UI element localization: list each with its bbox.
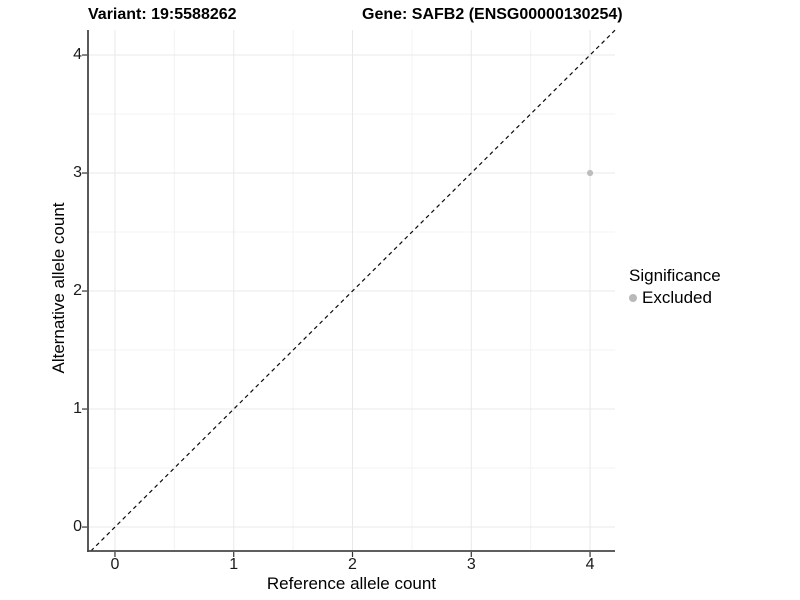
y-tick-label: 0 <box>73 518 82 536</box>
legend-point-icon <box>629 294 637 302</box>
x-tick-label: 0 <box>110 556 120 573</box>
data-point <box>586 169 594 177</box>
legend-item-label: Excluded <box>642 288 712 307</box>
y-tick-label: 3 <box>73 164 82 182</box>
x-tick-label: 2 <box>348 556 357 573</box>
legend-title: Significance <box>629 266 721 285</box>
y-tick-label: 4 <box>73 46 82 64</box>
plot-title-gene: Gene: SAFB2 (ENSG00000130254) <box>362 6 623 23</box>
legend: Significance Excluded <box>629 265 721 308</box>
plot-title-variant: Variant: 19:5588262 <box>88 6 237 23</box>
x-axis-title: Reference allele count <box>266 574 437 593</box>
y-axis-title: Alternative allele count <box>49 202 68 374</box>
x-tick-label: 1 <box>229 556 239 573</box>
x-tick-label: 4 <box>585 556 595 573</box>
identity-reference-line <box>90 29 616 552</box>
y-tick-label: 1 <box>73 400 82 418</box>
legend-item-excluded: Excluded <box>629 288 721 308</box>
y-tick-label: 2 <box>73 282 82 300</box>
x-tick-label: 3 <box>466 556 476 573</box>
